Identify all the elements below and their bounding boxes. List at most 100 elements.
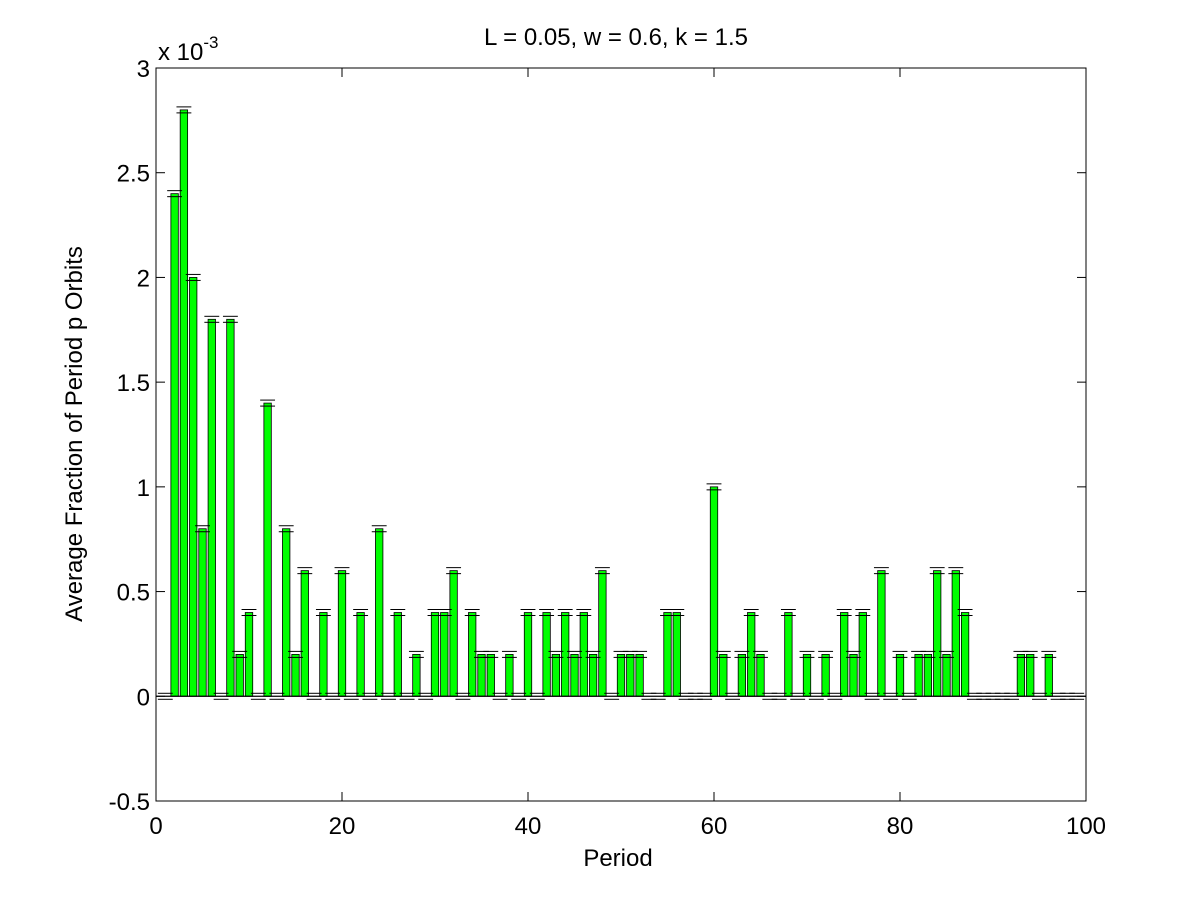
bar <box>672 612 681 697</box>
error-bar <box>362 692 378 700</box>
bar <box>626 654 635 697</box>
error-bar <box>873 567 889 575</box>
error-bar <box>846 650 861 658</box>
bar <box>923 654 933 697</box>
bar <box>235 654 244 697</box>
bar <box>449 570 458 697</box>
bar <box>821 654 830 697</box>
error-bar <box>892 650 908 658</box>
error-bar <box>539 609 555 617</box>
bar <box>849 654 858 697</box>
y-tick-label: 3 <box>137 56 150 83</box>
bar <box>226 318 235 697</box>
error-bar <box>948 567 964 575</box>
error-bar <box>185 273 201 281</box>
y-axis-exponent-power: -3 <box>203 33 218 52</box>
bar <box>551 654 561 697</box>
error-bar <box>855 609 871 617</box>
error-bar <box>176 106 192 114</box>
error-bar <box>399 692 415 700</box>
y-tick-label: 1.5 <box>117 370 150 397</box>
bar <box>1044 654 1053 697</box>
error-bar <box>734 650 750 658</box>
bar <box>951 570 960 697</box>
bar <box>663 612 672 697</box>
bar <box>282 528 291 697</box>
bar <box>300 570 309 697</box>
error-bar <box>418 692 434 700</box>
bar <box>933 570 942 697</box>
bar <box>244 612 254 697</box>
error-bar <box>780 609 796 617</box>
error-bar <box>715 650 731 658</box>
error-bar <box>501 650 517 658</box>
error-bar <box>371 525 387 533</box>
y-tick-label: 2 <box>137 265 150 292</box>
error-bar <box>157 692 173 700</box>
chart-title: L = 0.05, w = 0.6, k = 1.5 <box>484 24 748 51</box>
bar <box>802 654 812 697</box>
error-bar <box>511 692 527 700</box>
bar <box>840 612 849 697</box>
error-bar <box>864 692 880 700</box>
error-bar <box>743 609 759 617</box>
bar <box>430 612 440 697</box>
bar <box>477 654 486 697</box>
error-bar <box>669 609 685 617</box>
error-bar <box>520 609 536 617</box>
error-bar <box>334 567 350 575</box>
bar <box>579 612 588 697</box>
bar <box>337 570 347 697</box>
bar <box>561 612 570 697</box>
bar <box>895 654 905 697</box>
error-bar <box>464 609 480 617</box>
error-bar <box>697 692 713 700</box>
bar <box>207 318 216 697</box>
error-bar <box>808 692 824 700</box>
error-bar <box>836 609 852 617</box>
error-bar <box>483 650 499 658</box>
bar <box>598 570 607 697</box>
bar <box>1026 654 1035 697</box>
error-bar <box>408 650 424 658</box>
error-bar <box>920 650 936 658</box>
bar <box>291 654 300 697</box>
bar <box>756 654 765 697</box>
plot-frame <box>155 67 1087 802</box>
error-bar <box>632 650 648 658</box>
bar <box>709 486 719 697</box>
bar <box>858 612 867 697</box>
bar <box>877 570 886 697</box>
error-bar <box>604 692 620 700</box>
x-tick-label: 60 <box>701 813 728 840</box>
error-bar <box>260 399 276 407</box>
error-bar <box>1041 650 1057 658</box>
x-tick-label: 0 <box>149 813 162 840</box>
error-bar <box>594 567 610 575</box>
error-bar <box>297 567 313 575</box>
error-bar <box>818 650 834 658</box>
error-bar <box>232 650 248 658</box>
bar <box>942 654 951 697</box>
bar <box>616 654 626 697</box>
error-bar <box>585 650 601 658</box>
y-tick-label: 2.5 <box>117 161 150 188</box>
y-tick-label: -0.5 <box>109 789 150 816</box>
error-bar <box>325 692 341 700</box>
bar <box>356 612 365 697</box>
bar <box>542 612 551 697</box>
error-bar <box>222 315 238 323</box>
ticks-layer: -0.500.511.522.530 20 40 60 80 100 <box>109 56 1106 840</box>
error-bar <box>390 609 406 617</box>
bar <box>179 109 189 697</box>
bar <box>412 654 421 697</box>
y-axis-label: Average Fraction of Period p Orbits <box>61 246 88 622</box>
error-bar <box>455 692 471 700</box>
error-bar <box>883 692 899 700</box>
error-bar <box>548 650 564 658</box>
bar <box>375 528 384 697</box>
error-bar <box>939 650 954 658</box>
error-bar <box>446 567 462 575</box>
error-bar <box>250 692 266 700</box>
x-axis-label: Period <box>583 845 652 872</box>
